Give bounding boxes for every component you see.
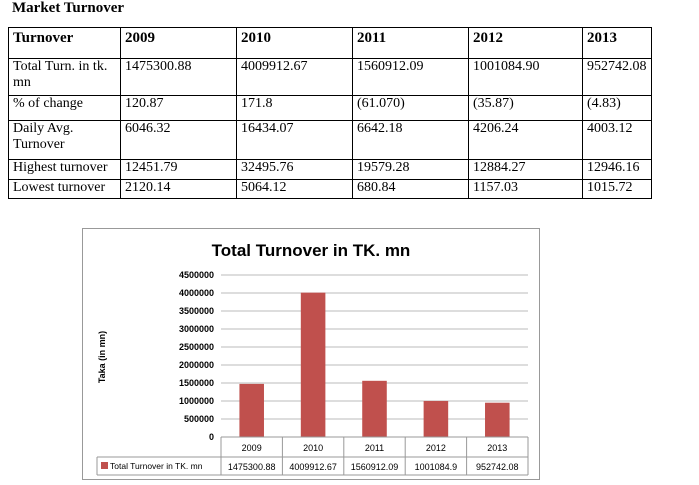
table-cell: 12451.79 <box>120 159 237 180</box>
table-cell: 1001084.90 <box>468 58 583 96</box>
table-row: Daily Avg. Turnover 6046.32 16434.07 6642.1… <box>8 120 652 160</box>
bar <box>239 383 264 437</box>
y-tick-label: 0 <box>209 432 214 442</box>
y-axis-label: Taka (in mn) <box>97 331 107 383</box>
y-tick-label: 3000000 <box>179 324 214 334</box>
turnover-table: Turnover 2009 2010 2011 2012 2013 Total Turn. … <box>8 27 652 199</box>
table-cell: 6642.18 <box>352 120 469 160</box>
y-tick-label: 500000 <box>184 414 214 424</box>
column-header: Turnover <box>8 27 121 59</box>
table-cell: 1015.72 <box>582 179 652 199</box>
table-cell: 1475300.88 <box>120 58 237 96</box>
table-cell: (4.83) <box>582 95 652 121</box>
bar <box>362 380 387 437</box>
table-cell: 680.84 <box>352 179 469 199</box>
table-cell: 4003.12 <box>582 120 652 160</box>
table-cell: 2120.14 <box>120 179 237 199</box>
chart-title: Total Turnover in TK. mn <box>212 241 411 260</box>
table-cell: 1560912.09 <box>352 58 469 96</box>
table-cell: 1157.03 <box>468 179 583 199</box>
x-tick-label: 2009 <box>242 443 262 453</box>
column-header: 2009 <box>120 27 237 59</box>
table-row: Lowest turnover 2120.14 5064.12 680.84 1157.… <box>8 179 652 199</box>
table-cell: (35.87) <box>468 95 583 121</box>
bar <box>300 292 326 437</box>
legend-label: Total Turnover in TK. mn <box>110 461 203 471</box>
turnover-chart: Total Turnover in TK. mn Taka (in mn) 0 500… <box>82 228 540 480</box>
data-label: 1475300.88 <box>228 462 276 472</box>
table-cell: 19579.28 <box>352 159 469 180</box>
bar <box>423 400 449 437</box>
x-tick-label: 2013 <box>487 443 507 453</box>
column-header: 2012 <box>468 27 583 59</box>
x-tick-label: 2011 <box>365 443 384 453</box>
y-tick-label: 1500000 <box>179 378 214 388</box>
x-tick-label: 2010 <box>303 443 323 453</box>
table-cell: 4009912.67 <box>236 58 353 96</box>
data-label: 4009912.67 <box>289 462 337 472</box>
bar <box>485 402 510 437</box>
table-cell: 16434.07 <box>236 120 353 160</box>
table-row: Total Turn. in tk. mn 1475300.88 4009912.6… <box>8 58 652 96</box>
table-cell: 12946.16 <box>582 159 652 180</box>
row-label: Highest turnover <box>8 159 121 180</box>
column-header: 2011 <box>352 27 469 59</box>
legend-swatch <box>101 462 108 469</box>
y-tick-label: 2500000 <box>179 342 214 352</box>
y-tick-label: 4500000 <box>179 270 214 280</box>
data-label: 952742.08 <box>476 462 519 472</box>
table-cell: 32495.76 <box>236 159 353 180</box>
data-label: 1001084.9 <box>415 462 458 472</box>
table-cell: 5064.12 <box>236 179 353 199</box>
column-header: 2010 <box>236 27 353 59</box>
table-cell: 12884.27 <box>468 159 583 180</box>
section-title: Market Turnover <box>12 0 125 16</box>
x-tick-label: 2012 <box>426 443 446 453</box>
y-tick-label: 1000000 <box>179 396 214 406</box>
table-cell: 171.8 <box>236 95 353 121</box>
row-label: % of change <box>8 95 121 121</box>
row-label: Total Turn. in tk. mn <box>8 58 121 96</box>
row-label: Daily Avg. Turnover <box>8 120 121 160</box>
table-cell: 120.87 <box>120 95 237 121</box>
table-row: Highest turnover 12451.79 32495.76 19579.28… <box>8 159 652 180</box>
column-header: 2013 <box>582 27 652 59</box>
table-cell: 952742.08 <box>582 58 652 96</box>
y-tick-label: 4000000 <box>179 288 214 298</box>
y-tick-label: 3500000 <box>179 306 214 316</box>
table-row: % of change 120.87 171.8 (61.070) (35.87) (4.… <box>8 95 652 121</box>
table-cell: 4206.24 <box>468 120 583 160</box>
table-cell: 6046.32 <box>120 120 237 160</box>
table-header-row: Turnover 2009 2010 2011 2012 2013 <box>8 27 652 59</box>
y-tick-label: 2000000 <box>179 360 214 370</box>
row-label: Lowest turnover <box>8 179 121 199</box>
data-label: 1560912.09 <box>351 462 399 472</box>
table-cell: (61.070) <box>352 95 469 121</box>
